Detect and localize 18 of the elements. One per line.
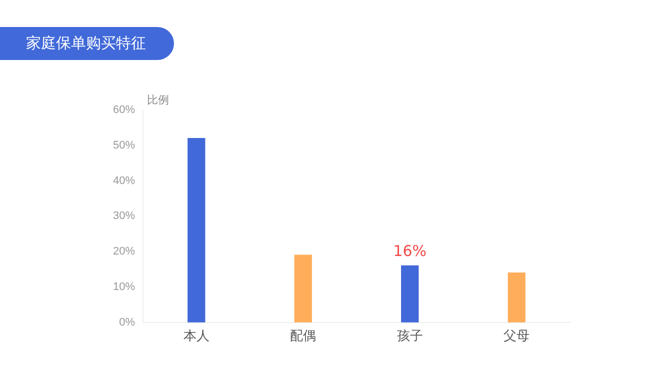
y-tick-label: 40% [112, 174, 136, 187]
y-tick-label: 20% [112, 246, 136, 258]
data-label: 16% [393, 242, 427, 260]
x-tick-label: 孩子 [396, 328, 423, 343]
y-tick-label: 10% [112, 281, 136, 294]
y-axis-title: 比例 [147, 93, 170, 106]
bar [294, 254, 312, 322]
bar [188, 138, 206, 322]
y-tick-label: 50% [112, 139, 136, 152]
chart-title: 家庭保单购买特征 [0, 27, 174, 60]
y-tick-label: 0% [119, 316, 136, 328]
x-tick-label: 本人 [183, 328, 210, 343]
x-tick-label: 父母 [504, 328, 530, 343]
bar [401, 265, 419, 322]
y-tick-label: 60% [112, 104, 136, 116]
y-tick-label: 30% [112, 210, 136, 222]
bar [508, 272, 526, 322]
x-tick-label: 配偶 [290, 328, 316, 343]
